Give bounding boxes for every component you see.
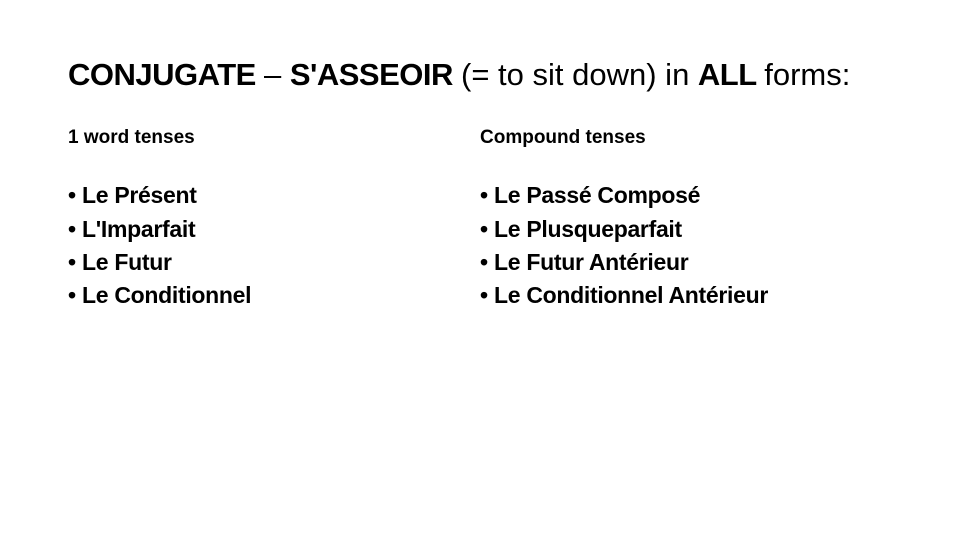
list-item: •Le Plusqueparfait	[480, 213, 892, 246]
list-item: •Le Conditionnel Antérieur	[480, 279, 892, 312]
item-text: Le Futur	[82, 249, 172, 275]
slide-title: CONJUGATE – S'ASSEOIR (= to sit down) in…	[68, 55, 892, 95]
bullet-icon: •	[68, 246, 82, 279]
bullet-icon: •	[68, 279, 82, 312]
bullet-icon: •	[480, 279, 494, 312]
left-items: •Le Présent •L'Imparfait •Le Futur •Le C…	[68, 179, 480, 312]
list-item: •Le Conditionnel	[68, 279, 480, 312]
item-text: Le Présent	[82, 182, 197, 208]
left-column-header: 1 word tenses	[68, 127, 480, 149]
bullet-icon: •	[480, 179, 494, 212]
item-text: Le Conditionnel	[82, 282, 251, 308]
bullet-icon: •	[480, 213, 494, 246]
title-seg5: forms:	[764, 57, 850, 92]
bullet-icon: •	[68, 213, 82, 246]
bullet-icon: •	[68, 179, 82, 212]
item-text: Le Conditionnel Antérieur	[494, 282, 768, 308]
title-seg4: ALL	[698, 57, 764, 92]
slide: CONJUGATE – S'ASSEOIR (= to sit down) in…	[0, 0, 960, 540]
left-column: 1 word tenses •Le Présent •L'Imparfait •…	[68, 127, 480, 312]
list-item: •Le Futur Antérieur	[480, 246, 892, 279]
list-item: •Le Présent	[68, 179, 480, 212]
right-items: •Le Passé Composé •Le Plusqueparfait •Le…	[480, 179, 892, 312]
bullet-icon: •	[480, 246, 494, 279]
list-item: •Le Passé Composé	[480, 179, 892, 212]
item-text: Le Futur Antérieur	[494, 249, 688, 275]
item-text: L'Imparfait	[82, 216, 195, 242]
title-seg3: (= to sit down) in	[461, 57, 698, 92]
columns: 1 word tenses •Le Présent •L'Imparfait •…	[68, 127, 892, 312]
title-seg1: CONJUGATE	[68, 57, 264, 92]
right-column: Compound tenses •Le Passé Composé •Le Pl…	[480, 127, 892, 312]
list-item: •L'Imparfait	[68, 213, 480, 246]
title-seg2: S'ASSEOIR	[290, 57, 461, 92]
title-dash: –	[264, 57, 290, 92]
item-text: Le Plusqueparfait	[494, 216, 682, 242]
right-column-header: Compound tenses	[480, 127, 892, 149]
list-item: •Le Futur	[68, 246, 480, 279]
item-text: Le Passé Composé	[494, 182, 700, 208]
